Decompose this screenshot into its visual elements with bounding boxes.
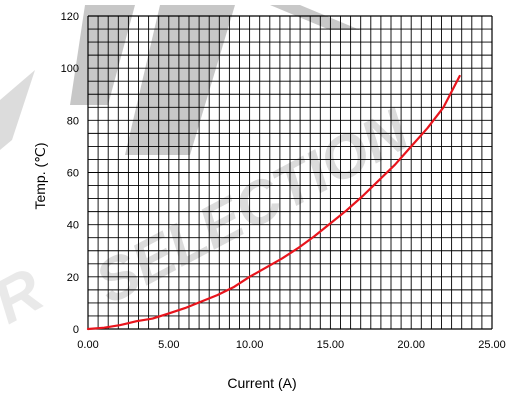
- x-axis-title: Current (A): [227, 375, 296, 391]
- y-tick-label: 20: [67, 272, 79, 284]
- x-tick-label: 10.00: [236, 339, 264, 351]
- watermark-shapes: [0, 5, 360, 155]
- y-tick-label: 120: [61, 11, 79, 23]
- tick-labels: 0.00 5.00 10.00 15.00 20.00 25.00 0 20 40 60 80 100…: [61, 11, 506, 351]
- watermark-stripe-3: [270, 5, 360, 30]
- y-tick-label: 100: [61, 63, 79, 75]
- watermark-stripe-2: [125, 5, 235, 155]
- watermark-letter-r: R: [0, 255, 54, 337]
- y-tick-label: 80: [67, 115, 79, 127]
- x-tick-label: 5.00: [158, 339, 179, 351]
- watermark-stripe-4: [0, 70, 35, 150]
- y-tick-label: 60: [67, 168, 79, 180]
- y-axis-title: Temp. (℃): [32, 142, 48, 209]
- series-line: [86, 74, 461, 331]
- x-tick-label: 20.00: [397, 339, 425, 351]
- grid: [87, 15, 493, 330]
- x-tick-label: 25.00: [478, 339, 506, 351]
- x-tick-label: 15.00: [317, 339, 345, 351]
- x-tick-label: 0.00: [77, 339, 98, 351]
- y-tick-label: 40: [67, 220, 79, 232]
- series-layer: [86, 74, 461, 331]
- y-tick-label: 0: [73, 324, 79, 336]
